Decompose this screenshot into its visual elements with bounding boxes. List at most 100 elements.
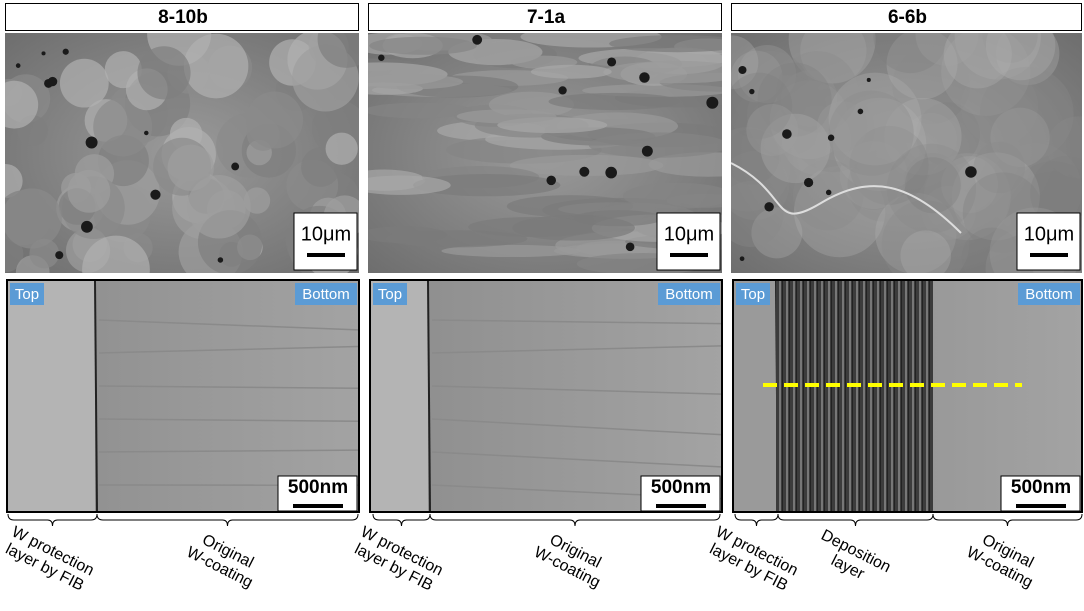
grain — [900, 230, 950, 280]
grain — [457, 109, 557, 123]
grain — [589, 132, 729, 157]
pit — [639, 72, 649, 82]
grain — [746, 104, 798, 156]
scale-label: 500nm — [1011, 477, 1071, 498]
tag-left: Top — [378, 286, 402, 303]
pit — [472, 35, 482, 45]
grain — [609, 35, 746, 52]
pit — [55, 251, 63, 259]
grain — [718, 181, 784, 247]
annotation: OriginalW-coating — [531, 528, 611, 592]
pit — [144, 131, 148, 135]
annotation: W protectionlayer by FIB — [1, 524, 97, 596]
scale-bar — [656, 504, 706, 508]
panel-title: 6-6b — [888, 7, 927, 28]
brace — [430, 514, 720, 526]
fib-layer — [8, 281, 95, 511]
tag-right: Bottom — [302, 286, 350, 303]
panel: 6-6b 10μm Top Bottom 500nm W protectionlayer … — [704, 0, 1084, 596]
panel-title: 8-10b — [158, 7, 208, 28]
scale-bar — [307, 253, 345, 257]
pit — [150, 190, 160, 200]
brace — [778, 514, 933, 526]
pit — [41, 51, 45, 55]
grain — [246, 91, 303, 148]
grain — [60, 59, 109, 108]
fib-layer — [734, 281, 776, 511]
brace — [735, 514, 778, 526]
pit — [764, 202, 773, 211]
scale-label: 10μm — [1024, 223, 1074, 245]
pit — [231, 163, 239, 171]
scale-label: 10μm — [664, 223, 714, 245]
grain — [137, 46, 190, 99]
pit — [218, 257, 224, 263]
grain — [67, 170, 110, 213]
pit — [81, 221, 93, 233]
scale-label: 500nm — [651, 477, 711, 498]
scale-bar — [670, 253, 708, 257]
brace — [373, 514, 430, 526]
pit — [626, 243, 635, 252]
fib-layer — [371, 281, 428, 511]
annotation: OriginalW-coating — [964, 528, 1044, 592]
deposition — [776, 281, 933, 511]
grain — [359, 74, 463, 89]
scale-label: 500nm — [288, 477, 348, 498]
pit — [546, 176, 556, 186]
scale-bar — [1016, 504, 1066, 508]
tag-left: Top — [741, 286, 765, 303]
grain — [603, 61, 748, 84]
panel: 8-10b 10μm Top Bottom 500nm W protectionlayer… — [0, 2, 375, 596]
pit — [63, 49, 69, 55]
annotation: OriginalW-coating — [184, 528, 264, 592]
pit — [858, 109, 864, 115]
pit — [579, 167, 589, 177]
brace — [933, 514, 1082, 526]
grain — [187, 175, 251, 239]
pit — [86, 137, 98, 149]
grain — [574, 210, 664, 226]
grain — [360, 226, 447, 243]
pit — [867, 78, 871, 82]
pit — [828, 135, 834, 141]
brace — [8, 514, 97, 526]
pit — [558, 86, 566, 94]
pit — [706, 97, 718, 109]
grain — [350, 176, 450, 195]
annotation: Depositionlayer — [810, 527, 893, 593]
brace — [97, 514, 358, 526]
grain — [369, 37, 477, 55]
pit — [738, 66, 746, 74]
grain — [326, 133, 358, 165]
annotation: W protectionlayer by FIB — [705, 524, 801, 596]
figure: 8-10b 10μm Top Bottom 500nm W protectionlayer… — [0, 0, 1084, 611]
grain — [905, 157, 961, 213]
pit — [607, 57, 616, 66]
pit — [605, 167, 617, 179]
tag-right: Bottom — [665, 286, 713, 303]
pit — [44, 79, 53, 88]
grain — [2, 188, 62, 248]
pit — [740, 256, 745, 261]
pit — [965, 166, 977, 178]
scale-label: 10μm — [301, 223, 351, 245]
pit — [378, 55, 384, 61]
pit — [826, 190, 831, 195]
pit — [642, 146, 653, 157]
pit — [749, 89, 754, 94]
tag-right: Bottom — [1025, 286, 1073, 303]
scale-bar — [293, 504, 343, 508]
grain — [531, 65, 612, 79]
grain — [829, 91, 914, 176]
pit — [804, 178, 813, 187]
tag-left: Top — [15, 286, 39, 303]
grain — [623, 183, 733, 209]
annotation: W protectionlayer by FIB — [350, 524, 446, 596]
scale-bar — [1030, 253, 1068, 257]
grain — [549, 93, 680, 110]
grain — [974, 142, 1025, 193]
pit — [16, 63, 21, 68]
pit — [782, 129, 792, 139]
